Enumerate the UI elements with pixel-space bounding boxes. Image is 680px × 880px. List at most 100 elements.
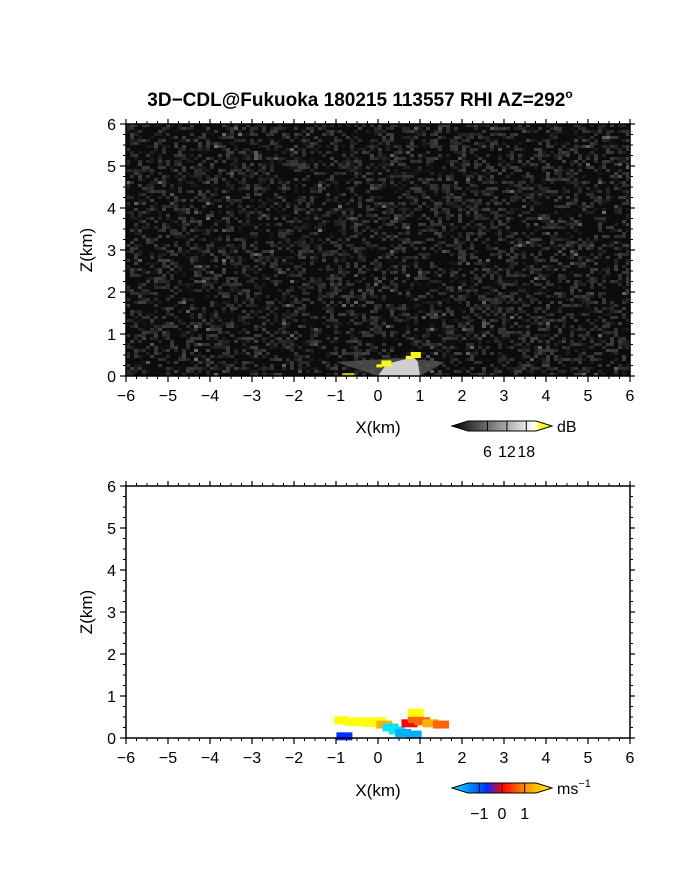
noise-pixel xyxy=(386,205,390,208)
noise-pixel xyxy=(522,253,526,256)
noise-pixel xyxy=(494,169,498,172)
noise-pixel xyxy=(522,337,526,340)
noise-pixel xyxy=(426,160,430,163)
noise-pixel xyxy=(578,361,582,364)
noise-pixel xyxy=(558,340,562,343)
noise-pixel xyxy=(126,286,130,289)
noise-pixel xyxy=(354,136,358,139)
noise-pixel xyxy=(230,154,234,157)
noise-pixel xyxy=(298,244,302,247)
noise-pixel xyxy=(206,328,210,331)
noise-pixel xyxy=(402,163,406,166)
noise-pixel xyxy=(470,181,474,184)
noise-pixel xyxy=(618,196,622,199)
noise-pixel xyxy=(266,214,270,217)
noise-pixel xyxy=(590,136,594,139)
noise-pixel xyxy=(266,187,270,190)
noise-pixel xyxy=(422,343,426,346)
noise-pixel xyxy=(242,166,246,169)
noise-pixel xyxy=(138,349,142,352)
noise-pixel xyxy=(158,358,162,361)
noise-pixel xyxy=(242,343,246,346)
noise-pixel xyxy=(442,136,446,139)
noise-pixel xyxy=(338,229,342,232)
noise-pixel xyxy=(174,175,178,178)
noise-pixel xyxy=(210,355,214,358)
noise-pixel xyxy=(606,136,610,139)
noise-pixel xyxy=(370,328,374,331)
noise-pixel xyxy=(606,160,610,163)
noise-pixel xyxy=(498,235,502,238)
noise-pixel xyxy=(422,145,426,148)
noise-pixel xyxy=(450,226,454,229)
noise-pixel xyxy=(226,172,230,175)
noise-pixel xyxy=(598,295,602,298)
noise-pixel xyxy=(310,349,314,352)
noise-pixel xyxy=(406,166,410,169)
noise-pixel xyxy=(458,325,462,328)
noise-pixel xyxy=(522,127,526,130)
noise-pixel xyxy=(226,370,230,373)
noise-pixel xyxy=(414,316,418,319)
noise-pixel xyxy=(302,238,306,241)
noise-pixel xyxy=(314,256,318,259)
noise-pixel xyxy=(450,196,454,199)
noise-pixel xyxy=(382,163,386,166)
noise-pixel xyxy=(610,304,614,307)
noise-pixel xyxy=(626,172,630,175)
reflectivity-ytick-label: 0 xyxy=(107,369,116,386)
noise-pixel xyxy=(554,268,558,271)
noise-pixel xyxy=(610,181,614,184)
noise-pixel xyxy=(186,160,190,163)
noise-pixel xyxy=(418,346,422,349)
noise-pixel xyxy=(174,262,178,265)
noise-pixel xyxy=(358,196,362,199)
noise-pixel xyxy=(334,253,338,256)
noise-pixel xyxy=(366,349,370,352)
noise-pixel xyxy=(150,184,154,187)
noise-pixel xyxy=(398,238,402,241)
noise-pixel xyxy=(554,211,558,214)
noise-pixel xyxy=(338,205,342,208)
noise-pixel xyxy=(274,316,278,319)
noise-pixel xyxy=(494,298,498,301)
noise-pixel xyxy=(130,241,134,244)
noise-pixel xyxy=(198,136,202,139)
noise-pixel xyxy=(458,256,462,259)
noise-pixel xyxy=(570,337,574,340)
noise-pixel xyxy=(394,331,398,334)
noise-pixel xyxy=(402,313,406,316)
noise-pixel xyxy=(490,292,494,295)
noise-pixel xyxy=(530,181,534,184)
noise-pixel xyxy=(278,235,282,238)
noise-pixel xyxy=(506,136,510,139)
noise-pixel xyxy=(626,262,630,265)
noise-pixel xyxy=(606,334,610,337)
noise-pixel xyxy=(578,313,582,316)
noise-pixel xyxy=(158,352,162,355)
noise-pixel xyxy=(510,208,514,211)
noise-pixel xyxy=(598,310,602,313)
noise-pixel xyxy=(518,124,522,127)
noise-pixel xyxy=(330,340,334,343)
noise-pixel xyxy=(590,190,594,193)
noise-pixel xyxy=(466,235,470,238)
noise-pixel xyxy=(154,145,158,148)
noise-pixel xyxy=(350,151,354,154)
noise-pixel xyxy=(294,355,298,358)
noise-pixel xyxy=(558,361,562,364)
noise-pixel xyxy=(434,184,438,187)
noise-pixel xyxy=(350,178,354,181)
noise-pixel xyxy=(306,235,310,238)
noise-pixel xyxy=(514,193,518,196)
noise-pixel xyxy=(606,364,610,367)
noise-pixel xyxy=(230,211,234,214)
noise-pixel xyxy=(446,367,450,370)
noise-pixel xyxy=(538,358,542,361)
noise-pixel xyxy=(602,145,606,148)
noise-pixel xyxy=(602,301,606,304)
noise-pixel xyxy=(402,124,406,127)
noise-pixel xyxy=(622,196,626,199)
noise-pixel xyxy=(394,157,398,160)
noise-pixel xyxy=(486,373,490,376)
